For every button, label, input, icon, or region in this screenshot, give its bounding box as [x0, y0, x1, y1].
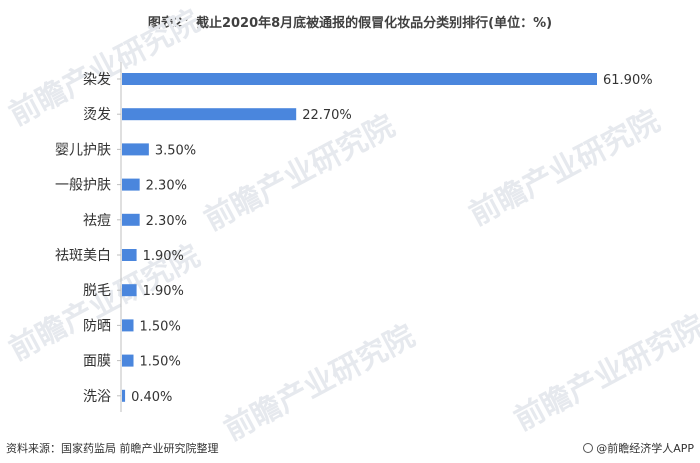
value-label: 0.40%	[131, 390, 172, 405]
bar	[122, 143, 149, 156]
category-label: 一般护肤	[55, 178, 111, 194]
category-label: 脱毛	[83, 283, 111, 299]
chart-title: 图表2：截止2020年8月底被通报的假冒化妆品分类别排行(单位：%)	[147, 16, 553, 31]
category-label: 烫发	[83, 107, 111, 123]
bar	[122, 178, 140, 191]
bar	[122, 284, 137, 297]
value-label: 2.30%	[146, 179, 187, 194]
value-label: 1.50%	[140, 319, 181, 334]
category-label: 婴儿护肤	[55, 142, 111, 158]
category-label: 洗浴	[83, 389, 111, 405]
brand-icon	[583, 443, 594, 453]
category-label: 防晒	[83, 318, 111, 334]
bar	[122, 249, 137, 261]
category-label: 面膜	[83, 354, 111, 370]
category-label: 祛痘	[83, 213, 111, 229]
bar	[122, 108, 297, 121]
brand-label: @前瞻经济学人APP	[596, 442, 694, 455]
bar	[122, 389, 126, 402]
bar	[122, 319, 134, 332]
value-label: 1.90%	[143, 249, 184, 264]
value-label: 22.70%	[302, 108, 352, 123]
value-label: 1.50%	[140, 355, 181, 370]
category-label: 祛斑美白	[55, 248, 111, 264]
value-label: 3.50%	[155, 143, 196, 158]
bar	[122, 354, 134, 367]
bar	[122, 73, 597, 85]
brand-credit: @前瞻经济学人APP	[583, 440, 694, 456]
value-label: 1.90%	[143, 284, 184, 299]
value-label: 61.90%	[603, 73, 653, 88]
category-label: 染发	[83, 72, 111, 88]
value-label: 2.30%	[146, 214, 187, 229]
bar	[122, 213, 140, 226]
source-note: 资料来源：国家药监局 前瞻产业研究院整理	[6, 442, 219, 455]
